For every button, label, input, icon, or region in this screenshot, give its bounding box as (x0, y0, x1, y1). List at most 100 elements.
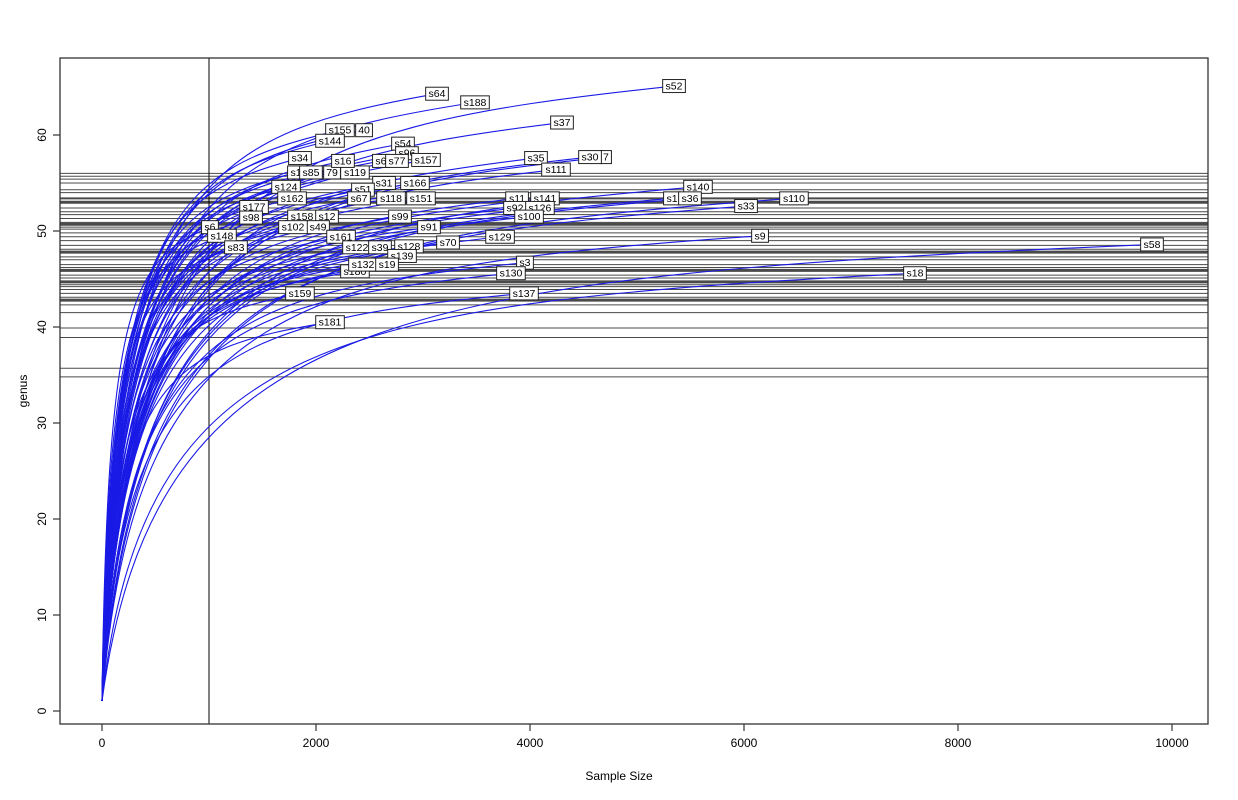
svg-text:s166: s166 (404, 178, 427, 190)
sample-label: s111 (541, 162, 571, 177)
svg-text:s151: s151 (410, 193, 433, 205)
svg-text:s100: s100 (518, 211, 541, 223)
svg-text:s130: s130 (500, 268, 523, 280)
svg-text:s144: s144 (319, 135, 342, 147)
svg-text:s158: s158 (291, 211, 314, 223)
svg-text:s148: s148 (211, 230, 234, 242)
sample-label: s37 (550, 115, 574, 130)
svg-text:s35: s35 (528, 153, 545, 165)
sample-label: s159 (285, 286, 315, 301)
svg-text:s1: s1 (666, 193, 677, 205)
y-tick-label: 20 (35, 512, 49, 526)
svg-text:s155: s155 (329, 125, 352, 137)
sample-label: s188 (460, 95, 490, 110)
svg-text:s36: s36 (681, 193, 698, 205)
svg-text:s98: s98 (243, 212, 260, 224)
sample-label: s34 (288, 151, 312, 166)
sample-label: s155 (325, 123, 355, 138)
svg-text:s132: s132 (352, 259, 375, 271)
rarefaction-curve (101, 292, 301, 702)
rarefaction-curve (101, 197, 360, 702)
svg-text:7: 7 (603, 152, 609, 164)
rarefaction-curve (101, 245, 410, 702)
sample-label: s148 (207, 228, 237, 243)
svg-text:s102: s102 (282, 222, 305, 234)
svg-text:s77: s77 (389, 155, 406, 167)
sample-label: s16 (331, 153, 355, 168)
svg-text:s83: s83 (227, 242, 244, 254)
rarefaction-curve (101, 197, 795, 702)
sample-label: s52 (662, 79, 686, 94)
sample-label: s85 (299, 165, 323, 180)
sample-label: s31 (372, 176, 396, 190)
x-tick-label: 4000 (517, 736, 544, 750)
sample-label: s1 (663, 191, 681, 206)
sample-label: s36 (678, 191, 702, 206)
svg-text:s30: s30 (582, 152, 599, 164)
svg-text:s34: s34 (291, 153, 308, 165)
svg-text:s52: s52 (666, 81, 683, 93)
x-tick-label: 6000 (731, 736, 758, 750)
sample-label: s177 (239, 200, 269, 214)
sample-label: s122 (342, 240, 372, 255)
sample-label: s77 (385, 153, 409, 168)
rarefaction-curve (101, 292, 525, 702)
svg-text:s19: s19 (379, 259, 396, 271)
sample-label: s18 (903, 266, 927, 281)
sample-label: s83 (224, 240, 248, 255)
sample-label: s124 (271, 179, 301, 194)
y-tick-label: 30 (35, 416, 49, 430)
sample-label: s33 (734, 199, 758, 214)
sample-label: s132 (348, 257, 378, 272)
sample-label: s181 (315, 315, 345, 330)
svg-text:s162: s162 (281, 193, 304, 205)
sample-label: s137 (509, 286, 539, 301)
svg-text:s9: s9 (755, 230, 766, 242)
svg-text:s33: s33 (738, 201, 755, 213)
svg-text:s58: s58 (1144, 239, 1161, 251)
y-tick-label: 60 (35, 128, 49, 142)
svg-text:s49: s49 (310, 222, 327, 234)
svg-text:s140: s140 (687, 181, 710, 193)
svg-text:s16: s16 (334, 155, 351, 167)
rarefaction-curve (101, 235, 223, 702)
y-tick-label: 0 (35, 707, 49, 714)
rarefaction-curve (101, 272, 512, 702)
svg-text:s67: s67 (351, 193, 368, 205)
rarefaction-curve (101, 246, 237, 702)
svg-text:s70: s70 (440, 237, 457, 249)
sample-label: s130 (496, 266, 526, 281)
svg-text:s1: s1 (290, 167, 301, 179)
svg-text:s159: s159 (289, 288, 312, 300)
sample-label: s35 (524, 151, 548, 166)
svg-text:s137: s137 (513, 288, 536, 300)
svg-text:s118: s118 (380, 193, 402, 205)
svg-text:s161: s161 (330, 231, 353, 243)
rarefaction-curve (101, 182, 385, 702)
rarefaction-curve (101, 272, 916, 702)
svg-text:s39: s39 (372, 242, 389, 254)
sample-label: s119 (340, 165, 370, 180)
svg-text:s64: s64 (429, 88, 446, 100)
svg-text:s110: s110 (783, 193, 805, 205)
sample-label: s98 (239, 210, 263, 225)
rarefaction-curve (101, 235, 761, 702)
svg-text:s6: s6 (204, 222, 215, 234)
y-tick-label: 10 (35, 608, 49, 622)
svg-text:s188: s188 (464, 97, 487, 109)
svg-text:s119: s119 (344, 167, 366, 179)
sample-label: s102 (278, 220, 308, 235)
svg-text:s157: s157 (415, 154, 438, 166)
sample-label: s162 (277, 191, 307, 206)
svg-text:s85: s85 (303, 167, 320, 179)
y-tick-label: 40 (35, 320, 49, 334)
svg-text:s111: s111 (545, 164, 566, 176)
sample-label: s166 (400, 176, 430, 190)
rarefaction-curve (101, 207, 516, 702)
sample-label: s91 (417, 220, 441, 235)
sample-label: s30 (578, 150, 602, 165)
sample-label: s144 (315, 133, 345, 148)
sample-label: s49 (306, 220, 330, 235)
